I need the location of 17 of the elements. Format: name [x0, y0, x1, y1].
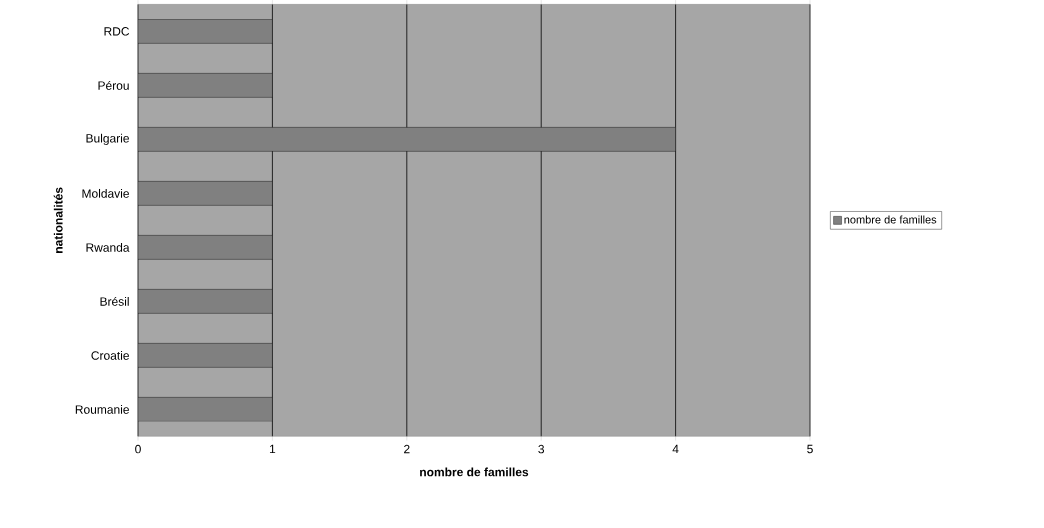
y-tick-label: Croatie: [91, 350, 129, 360]
y-tick-label: Pérou: [98, 80, 129, 90]
x-tick-label: 4: [672, 444, 679, 453]
y-tick-label: RDC: [104, 26, 130, 36]
y-axis-title: nationalités: [53, 187, 63, 253]
y-tick-label: Roumanie: [75, 404, 129, 414]
x-axis-title: nombre de familles: [420, 467, 529, 477]
x-tick-label: 1: [269, 444, 276, 453]
x-tick-label: 2: [404, 444, 410, 454]
x-tick-label: 0: [135, 444, 141, 454]
y-tick-label: Rwanda: [86, 242, 130, 252]
x-tick-label: 5: [807, 444, 813, 454]
x-tick-label: 3: [538, 444, 545, 454]
y-tick-label: Bulgarie: [86, 133, 129, 145]
y-tick-label: Brésil: [100, 296, 129, 306]
y-tick-label: Moldavie: [82, 188, 129, 198]
legend-label: nombre de familles: [844, 215, 937, 224]
